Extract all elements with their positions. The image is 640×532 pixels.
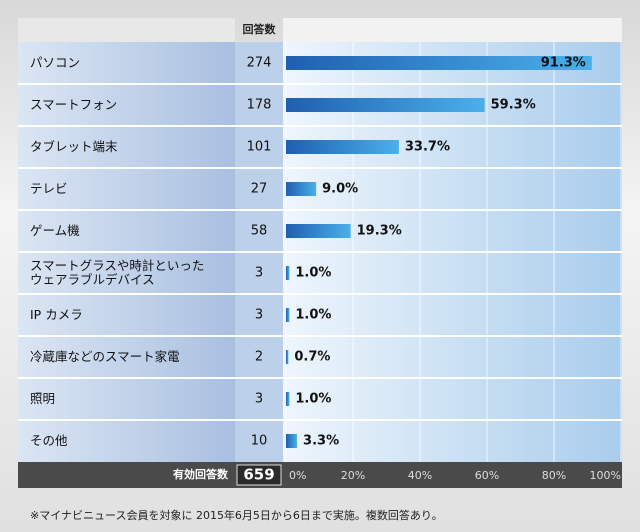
category-label: 照明 xyxy=(30,391,56,406)
value-label: 59.3% xyxy=(491,98,536,113)
total-box xyxy=(236,464,282,486)
bar xyxy=(286,140,399,154)
value-label: 1.0% xyxy=(295,266,331,281)
bar xyxy=(286,392,290,406)
footnote: ※マイナビニュース会員を対象に 2015年6月5日から6日まで実施。複数回答あり… xyxy=(30,508,443,522)
header-blank xyxy=(283,18,622,42)
value-label: 9.0% xyxy=(322,182,358,197)
x-tick-label: 20% xyxy=(341,469,365,482)
count: 274 xyxy=(247,56,272,71)
x-tick-label: 80% xyxy=(542,469,566,482)
value-label: 91.3% xyxy=(541,56,586,71)
count: 3 xyxy=(255,308,263,323)
count: 178 xyxy=(247,98,272,113)
category-label: ゲーム機 xyxy=(30,223,80,238)
x-tick-label: 100% xyxy=(590,469,621,482)
total-label: 有効回答数 xyxy=(173,467,229,481)
category-label: その他 xyxy=(30,433,68,448)
footer-bar xyxy=(18,462,622,488)
value-label: 19.3% xyxy=(357,224,402,239)
total: 659 xyxy=(243,466,274,484)
count: 101 xyxy=(247,140,272,155)
category-label: パソコン xyxy=(30,55,81,70)
count: 10 xyxy=(251,434,268,449)
bar xyxy=(286,224,351,238)
bar xyxy=(286,98,485,112)
header-blank xyxy=(18,18,235,42)
category-label: 冷蔵庫などのスマート家電 xyxy=(30,349,180,364)
category-label: テレビ xyxy=(30,181,68,196)
bar xyxy=(286,308,290,322)
category-label: タブレット端末 xyxy=(30,139,118,154)
count: 27 xyxy=(251,182,268,197)
category-label: IP カメラ xyxy=(30,307,83,322)
x-tick-label: 40% xyxy=(408,469,432,482)
x-tick-label: 60% xyxy=(475,469,499,482)
category-label: スマートグラスや時計といった ウェアラブルデバイス xyxy=(30,258,205,287)
count: 3 xyxy=(255,266,263,281)
value-label: 1.0% xyxy=(295,308,331,323)
value-label: 3.3% xyxy=(303,434,339,449)
bar xyxy=(286,434,298,448)
count: 2 xyxy=(255,350,263,365)
value-label: 33.7% xyxy=(405,140,450,155)
bar xyxy=(286,182,317,196)
bar xyxy=(286,350,289,364)
value-label: 0.7% xyxy=(294,350,330,365)
count: 58 xyxy=(251,224,268,239)
category-label: スマートフォン xyxy=(30,97,118,112)
value-label: 1.0% xyxy=(295,392,331,407)
bar xyxy=(286,266,290,280)
bar xyxy=(286,56,592,70)
count-header: 回答数 xyxy=(243,22,277,36)
count: 3 xyxy=(255,392,263,407)
x-tick-label: 0% xyxy=(289,469,306,482)
